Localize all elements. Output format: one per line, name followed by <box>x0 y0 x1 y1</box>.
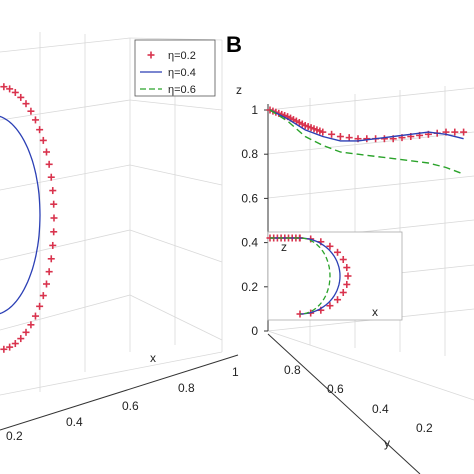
panel-b-z-axis-label: z <box>236 83 242 97</box>
data-point-marker <box>343 280 351 288</box>
legend-box <box>134 39 216 97</box>
panel-a: x 1 0.8 0.6 0.4 0.2 η=0.2 η=0.4 η=0.6 <box>0 32 239 443</box>
data-point-marker <box>50 200 58 208</box>
panel-b-z-ticks: 1 0.8 0.6 0.4 0.2 0 <box>241 103 268 338</box>
data-point-marker <box>36 126 44 134</box>
data-point-marker <box>27 107 35 115</box>
panel-a-x-tick-label: 0.6 <box>122 399 139 413</box>
panel-b: B z 1 0.8 0.6 0.4 0.2 0 0.8 0.6 0.4 0.2 y z x <box>226 32 474 474</box>
data-point-marker <box>22 328 30 336</box>
data-point-marker <box>36 302 44 310</box>
series-line <box>0 115 41 315</box>
data-point-marker <box>334 296 342 304</box>
data-point-marker <box>49 241 57 249</box>
data-point-marker <box>339 256 347 264</box>
data-point-marker <box>6 343 14 351</box>
data-point-marker <box>45 268 53 276</box>
data-point-marker <box>31 116 39 124</box>
data-point-marker <box>17 335 25 343</box>
legend-marker <box>147 51 155 59</box>
panel-b-y-axis-label: y <box>384 436 390 450</box>
data-point-marker <box>39 292 47 300</box>
data-point-marker <box>27 321 35 329</box>
panel-b-y-ticks: 0.8 0.6 0.4 0.2 <box>284 363 433 435</box>
data-point-marker <box>50 214 58 222</box>
data-point-marker <box>343 264 351 272</box>
panel-b-y-tick-label: 0.2 <box>416 421 433 435</box>
data-point-marker <box>6 85 14 93</box>
data-point-marker <box>39 136 47 144</box>
data-point-marker <box>0 345 8 353</box>
inset-z-label: z <box>281 240 287 254</box>
legend-label: η=0.2 <box>168 50 196 62</box>
data-point-marker <box>334 248 342 256</box>
panel-b-z-tick-label: 0.6 <box>241 191 258 205</box>
panel-a-x-ticks: 1 0.8 0.6 0.4 0.2 <box>6 365 239 443</box>
legend-items: η=0.2 η=0.4 η=0.6 <box>140 50 196 96</box>
data-point-marker <box>328 130 336 138</box>
panel-a-x-tick-label: 0.8 <box>178 381 195 395</box>
panel-b-y-axis <box>267 333 421 474</box>
data-point-marker <box>460 128 468 136</box>
data-point-marker <box>47 255 55 263</box>
panel-b-inset: z x <box>266 231 403 321</box>
panel-b-y-tick-label: 0.8 <box>284 363 301 377</box>
legend: η=0.2 η=0.4 η=0.6 <box>134 39 216 97</box>
inset-curves <box>266 234 352 318</box>
panel-b-z-tick-label: 0.8 <box>241 147 258 161</box>
panel-a-x-axis <box>0 354 239 431</box>
inset-frame <box>267 231 403 321</box>
panel-b-curves <box>266 106 468 175</box>
panel-b-z-tick-label: 1 <box>251 103 258 117</box>
data-point-marker <box>326 242 334 250</box>
legend-label: η=0.4 <box>168 67 196 79</box>
data-point-marker <box>11 88 19 96</box>
data-point-marker <box>42 148 50 156</box>
panel-b-z-tick-label: 0.2 <box>241 280 258 294</box>
data-point-marker <box>42 280 50 288</box>
data-point-marker <box>47 173 55 181</box>
data-point-marker <box>22 100 30 108</box>
data-point-marker <box>363 135 371 143</box>
panel-b-z-tick-label: 0 <box>251 324 258 338</box>
data-point-marker <box>319 128 327 136</box>
panel-b-z-tick-label: 0.4 <box>241 236 258 250</box>
panel-b-y-tick-label: 0.4 <box>372 402 389 416</box>
panel-a-x-tick-label: 0.4 <box>66 415 83 429</box>
data-point-marker <box>339 288 347 296</box>
panel-a-curves <box>0 83 58 353</box>
data-point-marker <box>336 133 344 141</box>
series-line <box>269 109 464 142</box>
panel-a-x-axis-label: x <box>150 351 156 365</box>
data-point-marker <box>11 340 19 348</box>
series-line <box>270 237 341 315</box>
data-point-marker <box>380 135 388 143</box>
data-point-marker <box>49 187 57 195</box>
panel-a-x-tick-label: 1 <box>232 365 239 379</box>
panel-b-letter: B <box>226 32 242 57</box>
legend-label: η=0.6 <box>168 84 196 96</box>
inset-x-label: x <box>372 305 378 319</box>
data-point-marker <box>0 83 8 91</box>
data-point-marker <box>326 302 334 310</box>
data-point-marker <box>451 128 459 136</box>
panel-b-y-tick-label: 0.6 <box>327 382 344 396</box>
series-line <box>270 237 331 315</box>
data-point-marker <box>50 228 58 236</box>
data-point-marker <box>344 272 352 280</box>
data-point-marker <box>45 160 53 168</box>
data-point-marker <box>31 312 39 320</box>
data-point-marker <box>345 134 353 142</box>
data-point-marker <box>17 93 25 101</box>
panel-a-x-tick-label: 0.2 <box>6 429 23 443</box>
